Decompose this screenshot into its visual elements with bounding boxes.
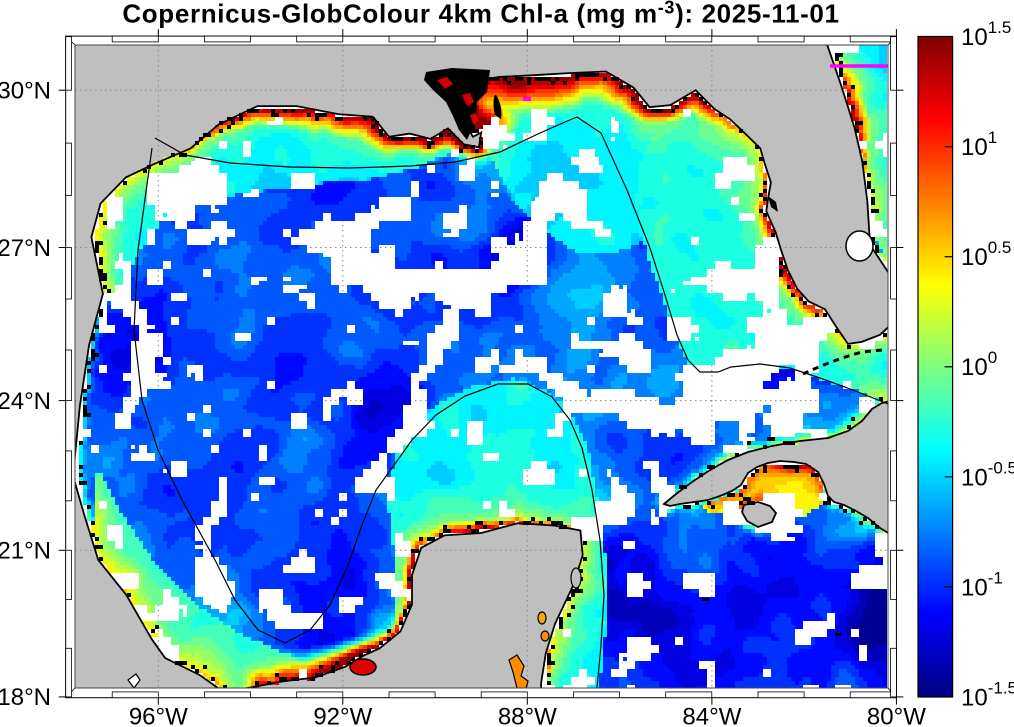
- svg-text:18°N: 18°N: [0, 684, 51, 711]
- svg-text:24°N: 24°N: [0, 388, 51, 415]
- svg-text:27°N: 27°N: [0, 235, 51, 262]
- svg-text:Copernicus-GlobColour 4km Chl-: Copernicus-GlobColour 4km Chl-a (mg m-3)…: [122, 0, 839, 29]
- svg-text:96°W: 96°W: [129, 704, 188, 727]
- svg-text:10-1.5: 10-1.5: [961, 679, 1014, 712]
- svg-text:21°N: 21°N: [0, 538, 51, 565]
- svg-text:88°W: 88°W: [498, 704, 557, 727]
- svg-text:30°N: 30°N: [0, 78, 51, 105]
- svg-text:92°W: 92°W: [313, 704, 372, 727]
- svg-text:100: 100: [961, 348, 997, 381]
- svg-text:80°W: 80°W: [867, 704, 926, 727]
- svg-text:84°W: 84°W: [682, 704, 741, 727]
